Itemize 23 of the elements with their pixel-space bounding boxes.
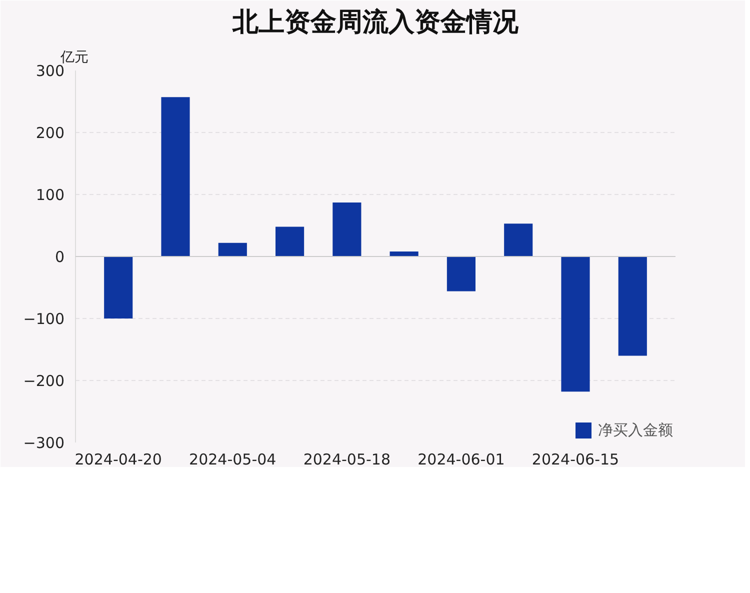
bar [218,242,247,256]
bar [504,224,533,256]
x-tick-label: 2024-05-18 [303,450,391,468]
y-tick-label: −200 [23,372,65,390]
bar [446,256,476,292]
x-tick-label: 2024-06-01 [418,450,505,468]
y-tick-label: 100 [36,186,65,204]
y-tick-label: 0 [54,248,65,266]
bar [161,97,190,256]
bar [276,226,304,256]
bar [332,202,362,256]
y-tick-label: 200 [36,124,65,142]
bar [104,256,133,318]
bar [390,252,418,256]
x-tick-label: 2024-05-04 [189,450,276,468]
legend-label: 净买入金额 [598,420,673,440]
x-tick-label: 2024-04-20 [74,450,162,468]
bar [561,256,590,392]
y-tick-label: −300 [23,434,65,452]
y-tick-label: −100 [23,310,65,328]
x-tick-label: 2024-06-15 [532,450,620,468]
bar [618,256,647,356]
chart-title: 北上资金周流入资金情况 [232,8,520,38]
